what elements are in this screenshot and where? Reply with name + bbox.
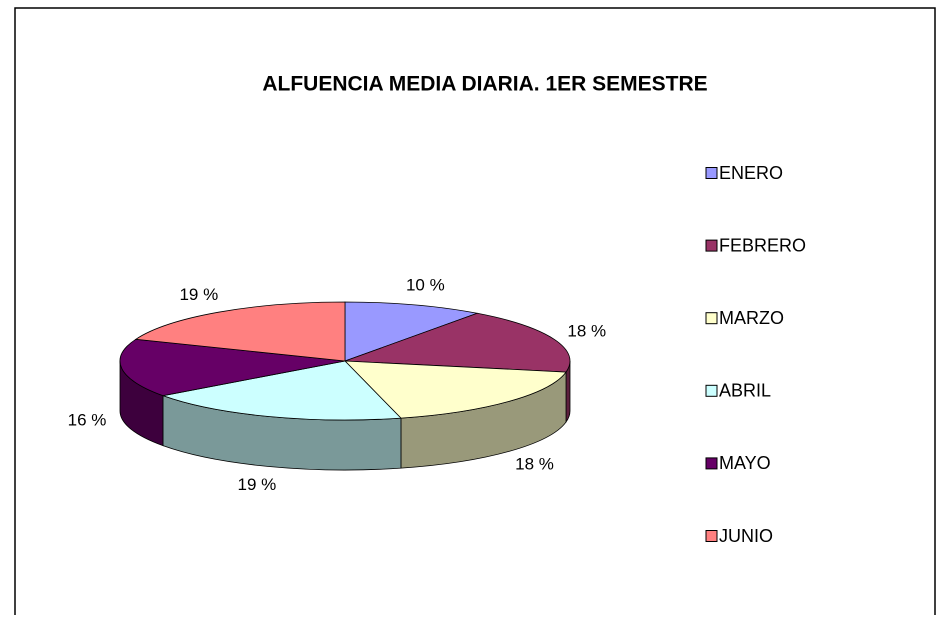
slice xyxy=(161,360,402,421)
data-label: 19 % xyxy=(238,475,277,494)
data-label: 10 % xyxy=(406,275,445,294)
legend-label: FEBRERO xyxy=(719,235,806,255)
data-label: 19 % xyxy=(179,285,218,304)
slice xyxy=(344,312,571,373)
legend-swatch xyxy=(705,457,718,470)
legend-label: MAYO xyxy=(719,453,771,473)
chart-title: ALFUENCIA MEDIA DIARIA. 1ER SEMESTRE xyxy=(262,73,707,96)
data-label: 16 % xyxy=(68,410,107,429)
legend-label: JUNIO xyxy=(719,526,773,546)
legend-swatch xyxy=(705,384,718,397)
data-label: 18 % xyxy=(567,321,606,340)
slice xyxy=(343,360,567,419)
slice xyxy=(344,301,479,362)
legend-label: ABRIL xyxy=(719,381,771,401)
legend-swatch xyxy=(705,239,718,252)
legend-swatch xyxy=(705,312,718,325)
slice xyxy=(119,338,346,397)
legend-swatch xyxy=(705,167,718,179)
chart-frame xyxy=(14,7,936,615)
legend-label: ENERO xyxy=(719,163,783,183)
legend-swatch xyxy=(705,530,718,542)
data-label: 18 % xyxy=(515,455,554,474)
slice xyxy=(134,301,346,362)
legend-label: MARZO xyxy=(719,308,784,328)
